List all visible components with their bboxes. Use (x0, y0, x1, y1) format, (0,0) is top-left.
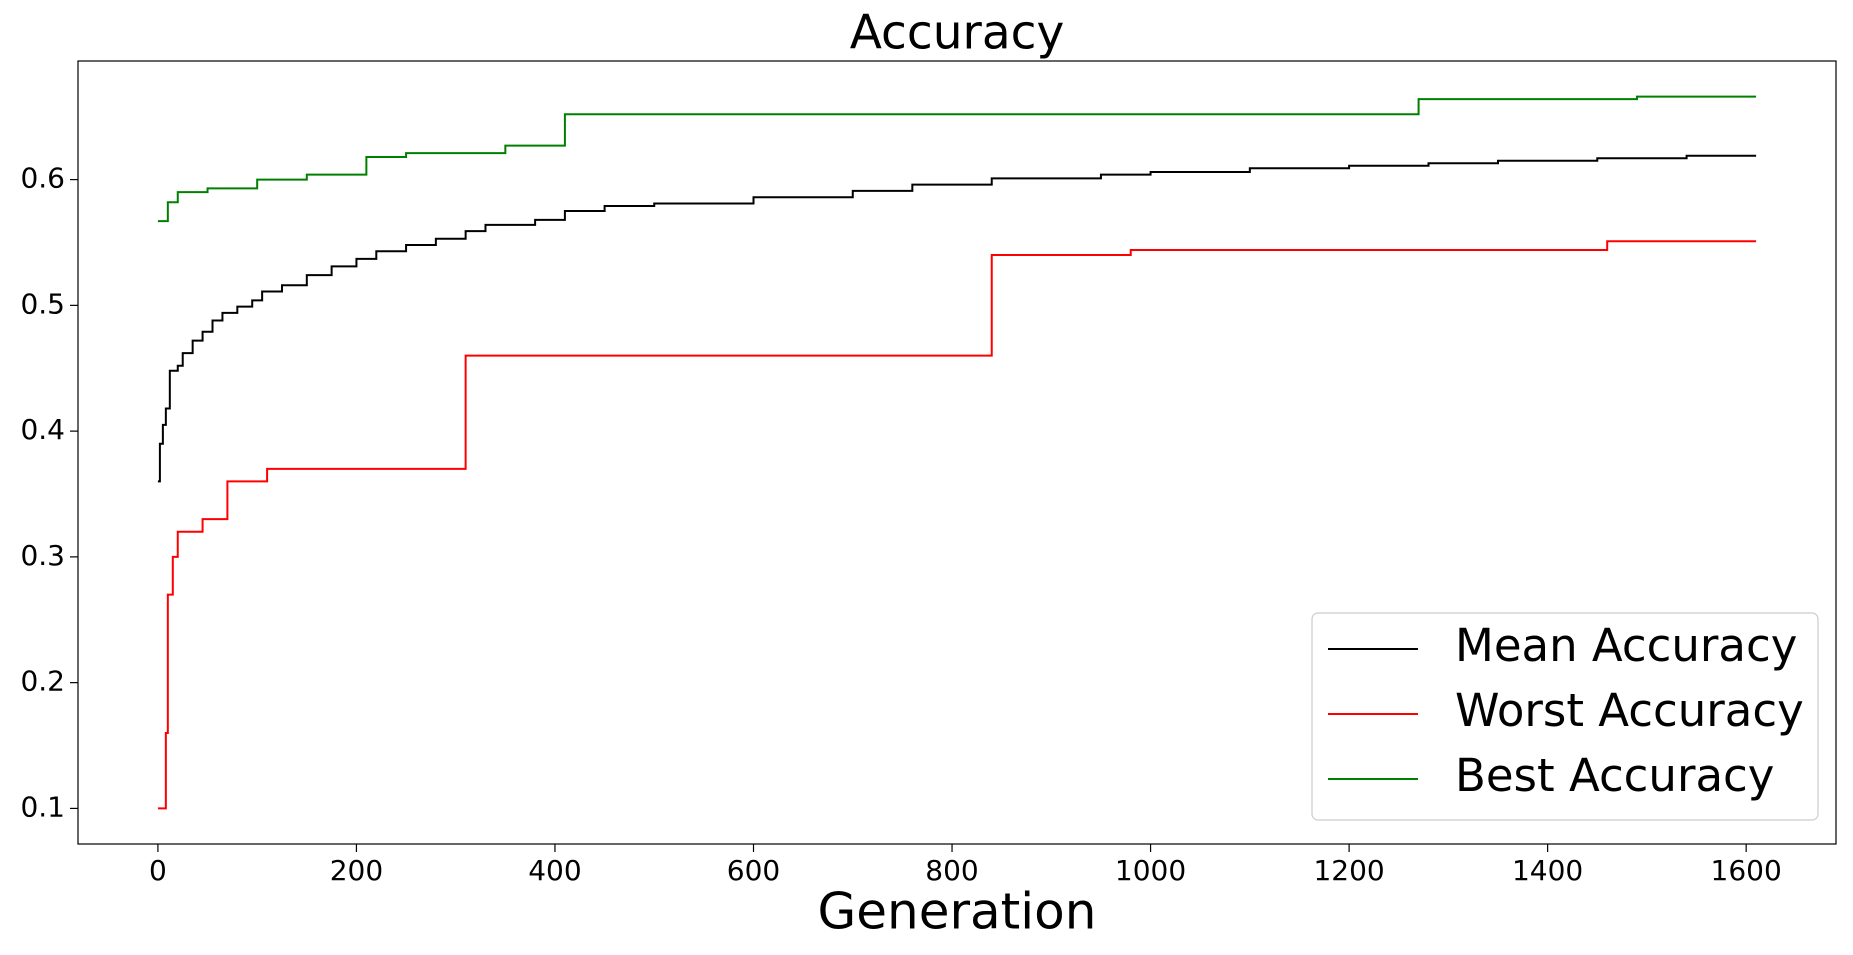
x-tick-label: 1600 (1711, 854, 1782, 887)
chart-title: Accuracy (850, 6, 1065, 61)
x-tick-label: 400 (528, 854, 581, 887)
x-tick-label: 1200 (1313, 854, 1384, 887)
legend-label: Worst Accuracy (1455, 684, 1804, 737)
x-tick-label: 200 (330, 854, 383, 887)
y-tick-label: 0.3 (20, 539, 65, 572)
plot-frame (77, 60, 1837, 845)
x-tick-label: 0 (149, 854, 167, 887)
x-tick-label: 1000 (1115, 854, 1186, 887)
series-line (157, 154, 1757, 483)
x-axis-label: Generation (818, 883, 1097, 941)
x-tick-label: 800 (925, 854, 978, 887)
legend-label: Mean Accuracy (1455, 619, 1797, 672)
legend-box (1311, 612, 1819, 821)
y-tick-label: 0.5 (20, 287, 65, 320)
series-line (157, 240, 1757, 810)
x-tick-label: 600 (727, 854, 780, 887)
y-tick-label: 0.6 (20, 162, 65, 195)
legend-label: Best Accuracy (1455, 749, 1774, 802)
y-tick-label: 0.1 (20, 790, 65, 823)
series-line (157, 95, 1757, 223)
y-tick-label: 0.2 (20, 665, 65, 698)
y-tick-label: 0.4 (20, 413, 65, 446)
x-tick-label: 1400 (1512, 854, 1583, 887)
